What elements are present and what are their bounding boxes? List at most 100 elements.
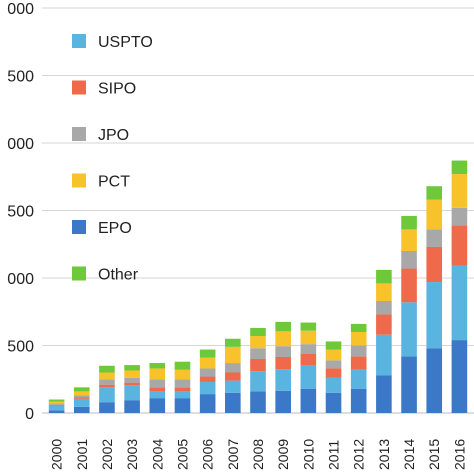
bar-segment-other-2008 — [250, 327, 266, 337]
bar-segment-jpo-2016 — [451, 207, 468, 226]
bar-segment-jpo-2011 — [325, 360, 342, 369]
bar-segment-sipo-2016 — [451, 225, 468, 266]
y-tick-label: 000 — [7, 136, 34, 153]
bar-segment-epo-2001 — [73, 406, 90, 413]
bar-segment-sipo-2012 — [350, 356, 367, 370]
bar-segment-sipo-2002 — [99, 384, 115, 388]
bar-segment-other-2014 — [401, 215, 417, 230]
legend-label-pct: PCT — [98, 174, 130, 191]
bar-segment-uspto-2000 — [48, 405, 65, 411]
bar-segment-uspto-2007 — [225, 380, 241, 393]
bar-segment-pct-2016 — [451, 174, 468, 208]
bar-segment-other-2002 — [99, 365, 115, 373]
legend-swatch-sipo — [72, 80, 86, 95]
y-axis-ticks: 000 500 000 500 000 500 0 — [7, 1, 34, 423]
legend-swatch-pct — [72, 173, 86, 188]
bar-segment-jpo-2008 — [250, 348, 266, 359]
bars — [48, 160, 468, 413]
y-tick-label: 0 — [25, 406, 34, 423]
y-tick-label: 000 — [7, 1, 34, 18]
bar-segment-sipo-2000 — [48, 404, 65, 406]
legend-label-sipo: SIPO — [98, 81, 136, 98]
bar-segment-uspto-2003 — [124, 385, 140, 401]
bar-segment-sipo-2008 — [250, 359, 266, 372]
x-tick-label: 2003 — [124, 439, 140, 470]
bar-segment-jpo-2003 — [124, 377, 140, 383]
bar-segment-sipo-2014 — [401, 268, 417, 303]
bar-segment-epo-2009 — [275, 390, 291, 413]
legend-swatch-other — [72, 266, 86, 281]
bar-segment-sipo-2009 — [275, 356, 291, 370]
bar-segment-pct-2015 — [426, 199, 443, 230]
bar-segment-uspto-2006 — [199, 381, 216, 395]
bar-segment-jpo-2002 — [99, 379, 115, 385]
bar-segment-sipo-2010 — [300, 353, 317, 366]
bar-segment-pct-2008 — [250, 336, 266, 349]
bar-segment-epo-2012 — [350, 388, 367, 413]
bar-segment-other-2013 — [376, 269, 392, 284]
x-tick-label: 2013 — [376, 439, 392, 470]
bar-segment-jpo-2012 — [350, 345, 367, 357]
x-tick-label: 2002 — [99, 439, 115, 470]
bar-segment-other-2000 — [48, 399, 65, 402]
bar-segment-other-2007 — [225, 338, 241, 347]
bar-segment-uspto-2016 — [451, 265, 468, 341]
bar-segment-sipo-2005 — [174, 387, 191, 392]
bar-segment-other-2009 — [275, 321, 291, 332]
legend-swatch-epo — [72, 220, 86, 234]
bar-segment-epo-2013 — [376, 375, 392, 413]
bar-segment-pct-2003 — [124, 370, 140, 378]
bar-segment-uspto-2015 — [426, 282, 443, 349]
bar-segment-pct-2004 — [149, 368, 166, 380]
bar-segment-uspto-2005 — [174, 391, 191, 399]
bar-segment-pct-2007 — [225, 346, 241, 364]
y-tick-label: 500 — [7, 339, 34, 356]
bar-segment-uspto-2010 — [300, 365, 317, 389]
bar-segment-jpo-2010 — [300, 344, 317, 354]
x-tick-label: 2005 — [174, 439, 190, 470]
bar-segment-uspto-2014 — [401, 302, 417, 357]
bar-segment-sipo-2011 — [325, 368, 342, 378]
bar-segment-other-2003 — [124, 365, 140, 371]
bar-segment-pct-2009 — [275, 331, 291, 347]
bar-segment-uspto-2004 — [149, 391, 166, 399]
bar-segment-sipo-2003 — [124, 382, 140, 386]
legend-label-epo: EPO — [98, 220, 132, 237]
bar-segment-epo-2008 — [250, 391, 266, 413]
bar-segment-epo-2015 — [426, 348, 443, 413]
bar-segment-other-2012 — [350, 323, 367, 332]
bar-segment-pct-2000 — [48, 401, 65, 404]
bar-segment-sipo-2007 — [225, 372, 241, 381]
bar-segment-epo-2005 — [174, 398, 191, 413]
bar-segment-epo-2003 — [124, 400, 140, 413]
x-tick-label: 2001 — [74, 439, 90, 470]
bar-segment-pct-2005 — [174, 369, 191, 380]
bar-segment-sipo-2004 — [149, 387, 166, 392]
bar-segment-pct-2010 — [300, 330, 317, 345]
bar-segment-other-2011 — [325, 341, 342, 350]
legend-swatch-uspto — [72, 34, 86, 48]
x-tick-label: 2010 — [300, 439, 316, 470]
bar-segment-uspto-2012 — [350, 369, 367, 389]
bar-segment-jpo-2015 — [426, 229, 443, 247]
bar-segment-sipo-2013 — [376, 314, 392, 335]
x-tick-label: 2009 — [275, 439, 291, 470]
bar-segment-pct-2012 — [350, 332, 367, 346]
legend-label-jpo: JPO — [98, 127, 129, 144]
x-axis-ticks: 2000 2001 2002 2003 2004 2005 2006 2007 2008 2009… — [49, 439, 468, 470]
bar-segment-jpo-2006 — [199, 368, 216, 377]
legend-swatch-jpo — [72, 127, 86, 141]
bar-segment-uspto-2008 — [250, 371, 266, 392]
bar-segment-epo-2007 — [225, 392, 241, 413]
bar-segment-other-2010 — [300, 322, 317, 331]
y-tick-label: 000 — [7, 271, 34, 288]
bar-segment-other-2016 — [451, 160, 468, 175]
bar-segment-jpo-2013 — [376, 300, 392, 315]
bar-segment-other-2005 — [174, 361, 191, 370]
bar-segment-epo-2010 — [300, 388, 317, 413]
bar-segment-sipo-2015 — [426, 246, 443, 283]
bar-segment-pct-2006 — [199, 357, 216, 369]
bar-segment-jpo-2001 — [73, 395, 90, 398]
bar-segment-epo-2016 — [451, 340, 468, 413]
